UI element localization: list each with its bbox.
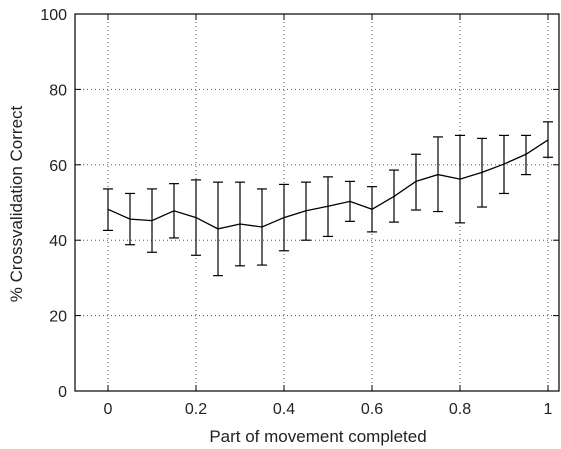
x-tick-label: 0.6 [361,401,383,418]
grid [75,14,559,391]
series-line-group [107,139,549,230]
x-tick-label: 0.8 [449,401,471,418]
y-tick-label: 100 [40,7,67,24]
x-tick-label: 0.4 [273,401,295,418]
x-tick-label: 1 [544,401,553,418]
y-tick-label: 60 [49,158,67,175]
y-tick-label: 20 [49,309,67,326]
series-line [107,139,549,230]
y-tick-label: 80 [49,82,67,99]
x-tick-label: 0 [104,401,113,418]
x-axis-label: Part of movement completed [209,427,426,446]
axes-box [74,13,560,392]
error-bars [103,121,553,277]
y-tick-label: 0 [58,384,67,401]
y-tick-labels: 0 20 40 60 80 100 [40,7,67,401]
tick-marks [75,13,559,392]
x-tick-label: 0.2 [185,401,207,418]
plot-frame [74,13,560,392]
x-tick-labels: 0 0.2 0.4 0.6 0.8 1 [104,401,553,418]
y-axis-label: % Crossvalidation Correct [7,105,26,302]
y-tick-label: 40 [49,233,67,250]
